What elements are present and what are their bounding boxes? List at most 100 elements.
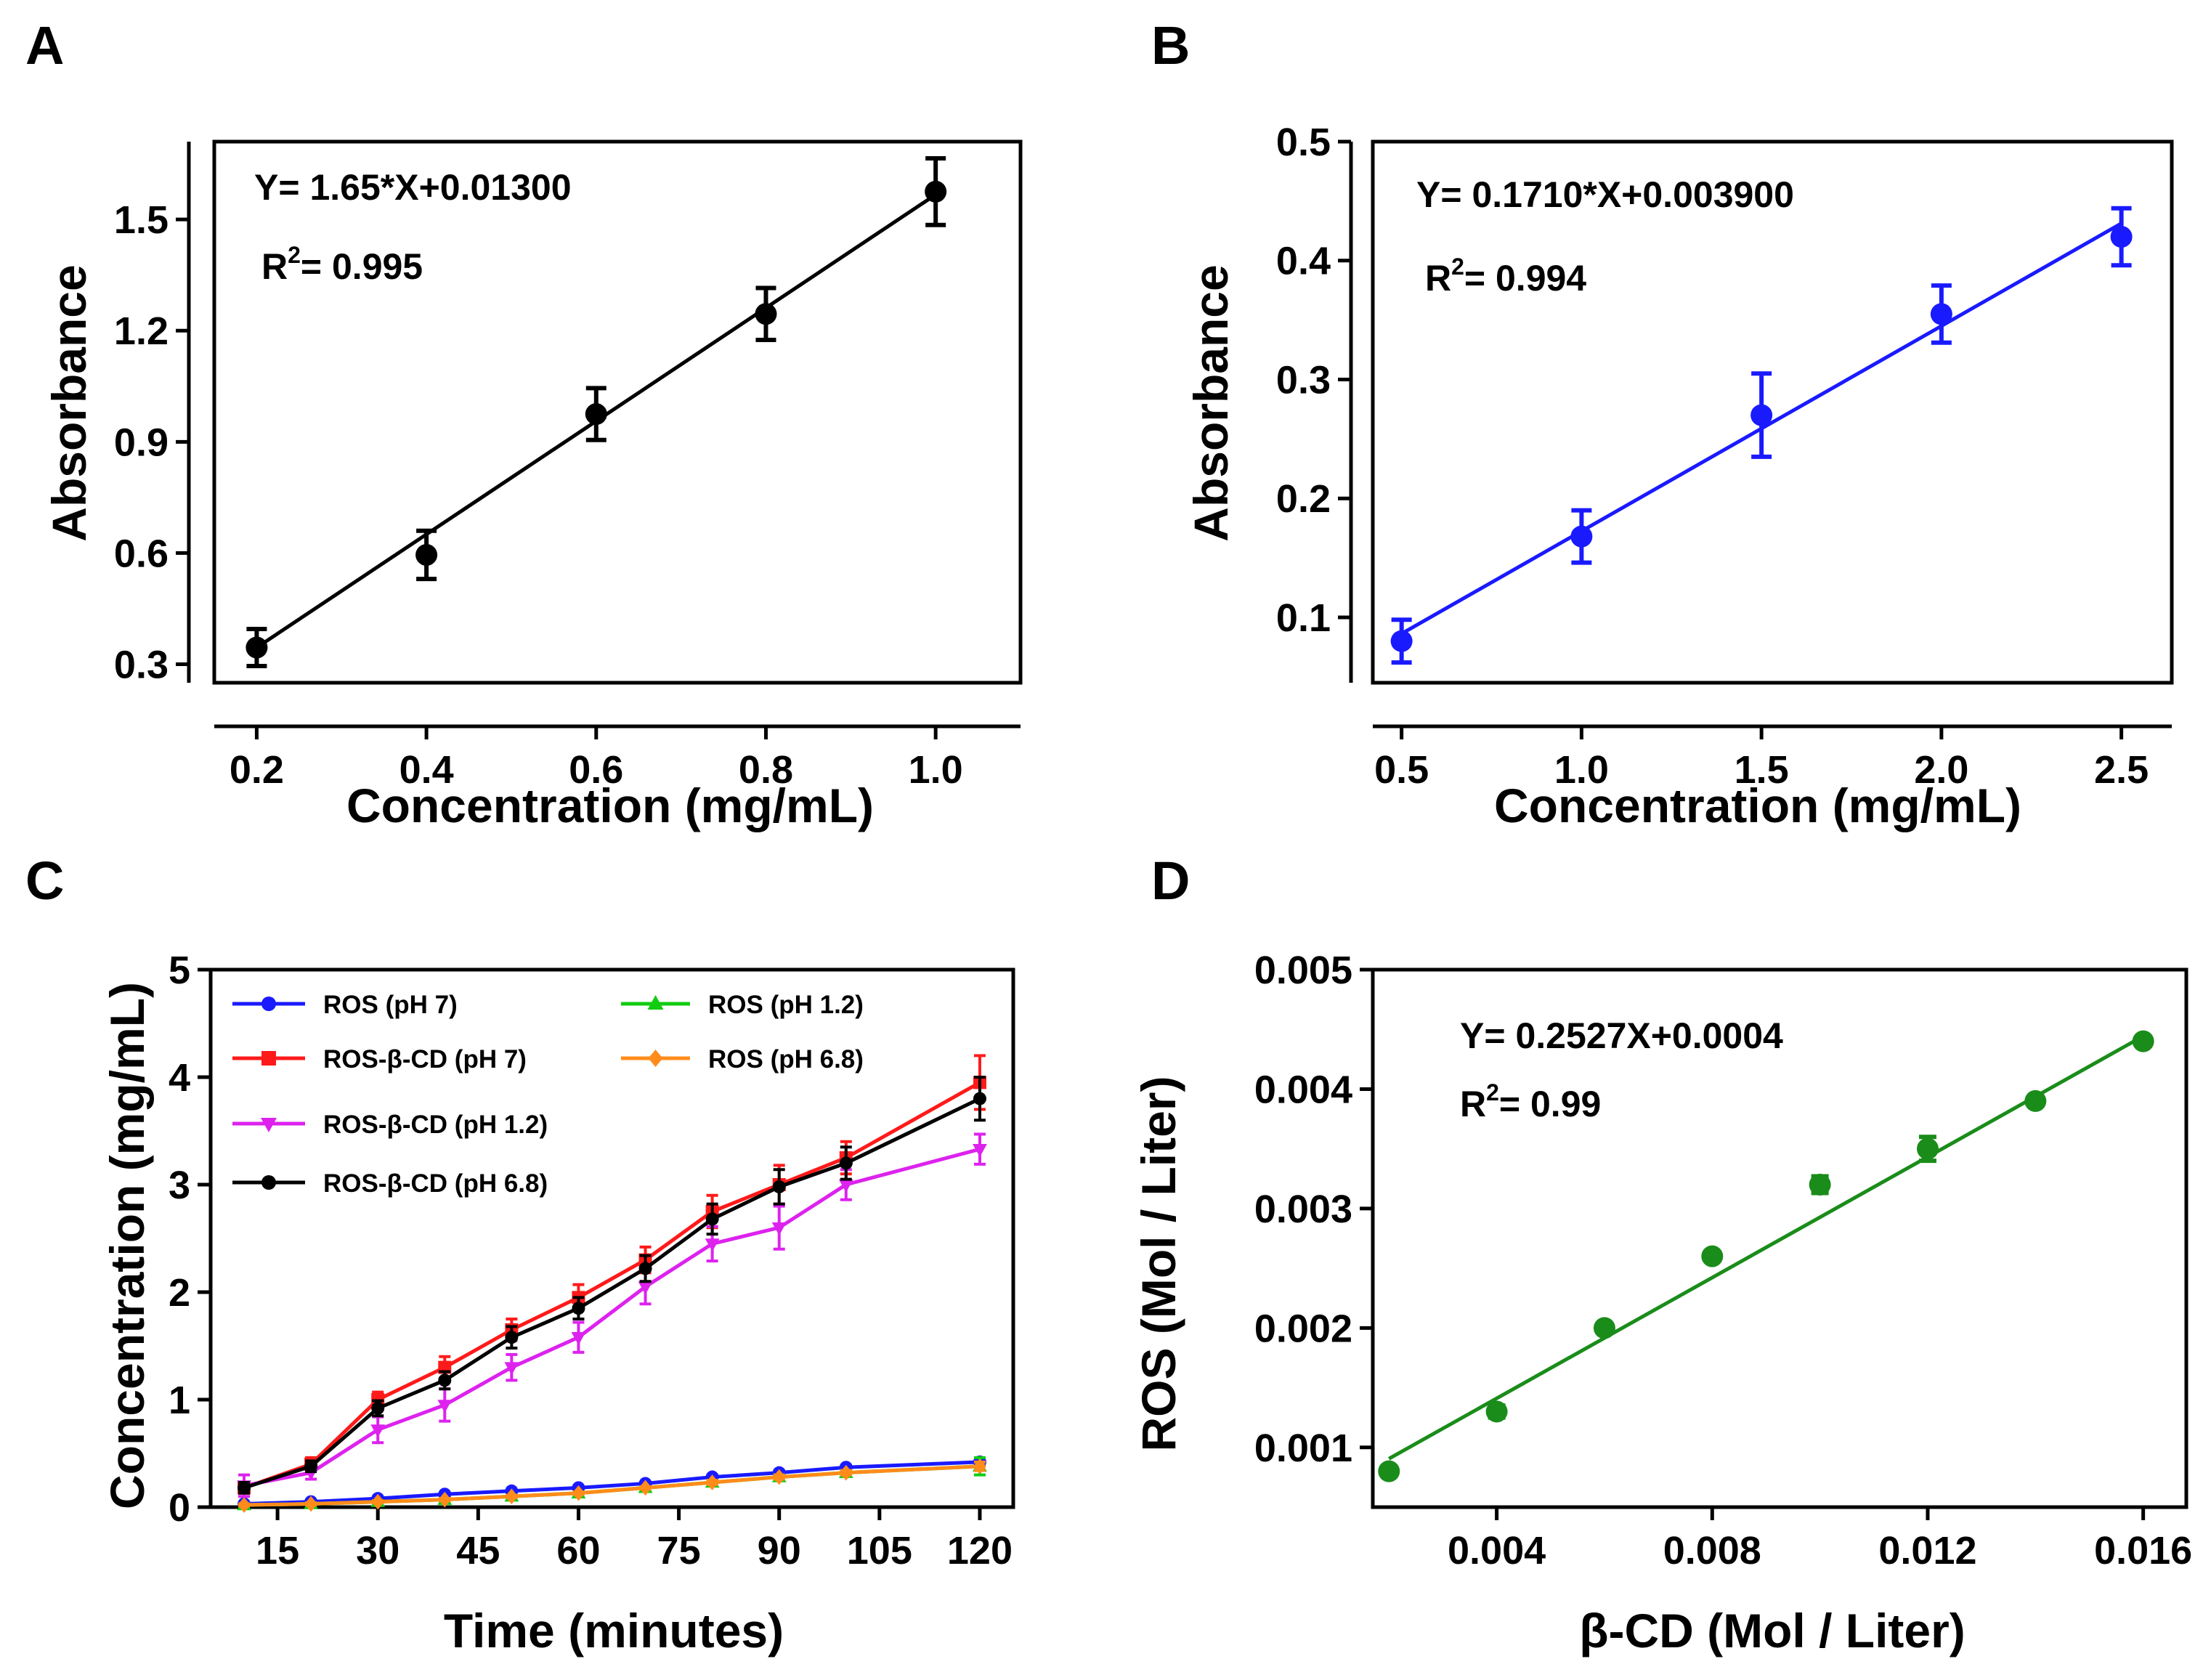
x-axis-title-b: Concentration (mg/mL) xyxy=(1494,779,2021,832)
y-tick-label-b: 0.1 xyxy=(1276,596,1331,640)
legend-swatch-marker xyxy=(261,1118,277,1132)
r2-b-value: = 0.994 xyxy=(1464,258,1586,299)
x-tick-label-c: 120 xyxy=(947,1529,1013,1573)
data-point-c xyxy=(437,1400,453,1413)
panel-a: A 0.3 0.6 0.9 1.2 1.5 0.2 0.4 0.6 0.8 1.0 Y= 1.65… xyxy=(25,15,1023,832)
data-point-c xyxy=(839,1464,853,1481)
x-tick-label-c: 60 xyxy=(556,1529,600,1573)
y-tick-label-a: 0.6 xyxy=(114,532,169,575)
x-axis-title-a: Concentration (mg/mL) xyxy=(346,779,874,832)
legend-label: ROS-β-CD (pH 7) xyxy=(323,1045,527,1074)
data-point-c xyxy=(505,1488,519,1504)
y-tick-label-b: 0.3 xyxy=(1276,358,1331,402)
data-point-c xyxy=(371,1493,385,1510)
r2-b-prefix: R xyxy=(1425,258,1451,299)
plot-frame-a xyxy=(212,139,1023,685)
data-point-c xyxy=(238,1481,251,1495)
data-point-c xyxy=(638,1262,652,1275)
equation-b: Y= 0.1710*X+0.003900 xyxy=(1416,174,1794,215)
r2-a-prefix: R xyxy=(261,246,288,287)
r2-d-prefix: R xyxy=(1460,1084,1486,1124)
r2-d-value: = 0.99 xyxy=(1499,1084,1601,1124)
data-point-c xyxy=(304,1496,318,1512)
y-axis-title-b: Absorbance xyxy=(1184,264,1238,541)
y-tick-label-a: 1.5 xyxy=(114,198,169,242)
y-tick-label-d: 0.002 xyxy=(1254,1307,1352,1350)
x-tick-label-b: 2.5 xyxy=(2094,748,2149,792)
y-axis-title-c: Concentration (mg/mL) xyxy=(100,982,154,1509)
x-tick-label-c: 15 xyxy=(256,1529,299,1573)
x-tick-label-d: 0.008 xyxy=(1663,1529,1761,1573)
r2-d: R2= 0.99 xyxy=(1460,1079,1601,1124)
series-c-3 xyxy=(238,1458,986,1513)
equation-d: Y= 0.2527X+0.0004 xyxy=(1460,1015,1783,1056)
data-point-c xyxy=(638,1480,652,1496)
x-tick-label-b: 0.5 xyxy=(1374,748,1429,792)
y-tick-label-b: 0.4 xyxy=(1276,240,1331,283)
data-point-c xyxy=(973,1092,986,1105)
data-point-c xyxy=(638,1281,653,1295)
legend-swatch-marker xyxy=(261,1051,276,1066)
data-point-d xyxy=(1593,1317,1615,1339)
chart-a-marks: 0.3 0.6 0.9 1.2 1.5 0.2 0.4 0.6 0.8 1.0 xyxy=(114,139,1023,792)
data-point-c xyxy=(571,1331,586,1345)
legend-item: ROS (pH 7) xyxy=(232,991,458,1019)
legend-swatch-marker xyxy=(261,997,276,1011)
legend-swatch-marker xyxy=(648,1050,663,1067)
data-point-b xyxy=(1750,404,1773,426)
x-tick-label-c: 105 xyxy=(847,1529,912,1573)
x-tick-label-a: 0.2 xyxy=(230,748,284,792)
y-tick-label-a: 0.3 xyxy=(114,643,169,686)
y-tick-label-c: 0 xyxy=(169,1486,190,1530)
r2-a: R2= 0.995 xyxy=(261,242,423,287)
data-point-d xyxy=(2024,1089,2047,1112)
chart-d-marks: 0.001 0.002 0.003 0.004 0.005 0.004 0.008 0.012… xyxy=(1254,949,2192,1573)
y-tick-label-b: 0.5 xyxy=(1276,121,1331,164)
y-tick-label-b: 0.2 xyxy=(1276,477,1331,521)
data-point-c xyxy=(371,1401,385,1415)
y-tick-label-d: 0.003 xyxy=(1254,1188,1352,1231)
plot-frame-d xyxy=(1371,967,2188,1509)
y-axis-title-d: ROS (Mol / Liter) xyxy=(1132,1076,1185,1452)
data-point-b xyxy=(2110,225,2133,248)
data-point-d xyxy=(2132,1030,2154,1052)
x-tick-label-a: 0.4 xyxy=(399,748,454,792)
data-point-c xyxy=(973,1458,986,1474)
data-point-b xyxy=(1390,630,1413,652)
legend-item: ROS (pH 6.8) xyxy=(621,1045,864,1074)
legend-item: ROS-β-CD (pH 1.2) xyxy=(232,1111,548,1139)
x-tick-label-c: 90 xyxy=(758,1529,801,1573)
data-point-d xyxy=(1916,1137,1939,1160)
y-tick-label-a: 1.2 xyxy=(114,309,169,353)
data-point-a xyxy=(755,303,777,325)
data-point-c xyxy=(973,1143,987,1157)
data-point-c xyxy=(772,1180,786,1193)
data-point-c xyxy=(839,1156,853,1170)
r2-a-value: = 0.995 xyxy=(301,246,423,287)
panel-label-a: A xyxy=(25,15,64,76)
series-c-5 xyxy=(238,1076,986,1495)
data-point-c xyxy=(438,1373,452,1387)
x-tick-label-c: 30 xyxy=(356,1529,399,1573)
data-point-c xyxy=(304,1459,318,1473)
data-point-a xyxy=(415,543,438,566)
data-point-a xyxy=(585,403,607,426)
y-tick-label-c: 2 xyxy=(169,1271,190,1315)
legend-c: ROS (pH 7) ROS-β-CD (pH 7) ROS-β-CD (pH 1.… xyxy=(232,991,864,1198)
x-tick-label-d: 0.012 xyxy=(1878,1529,1976,1573)
data-point-c xyxy=(572,1302,585,1315)
data-point-c xyxy=(504,1362,519,1376)
plot-frame-b xyxy=(1371,139,2174,685)
data-point-d xyxy=(1485,1400,1508,1423)
r2-a-exp: 2 xyxy=(288,242,301,268)
fit-line-d xyxy=(1388,1034,2144,1461)
data-point-c xyxy=(771,1222,787,1235)
data-point-c xyxy=(370,1424,386,1438)
y-tick-label-d: 0.004 xyxy=(1254,1068,1352,1111)
y-tick-label-c: 4 xyxy=(169,1056,190,1100)
data-point-c xyxy=(772,1469,786,1485)
y-tick-label-c: 5 xyxy=(169,949,190,992)
